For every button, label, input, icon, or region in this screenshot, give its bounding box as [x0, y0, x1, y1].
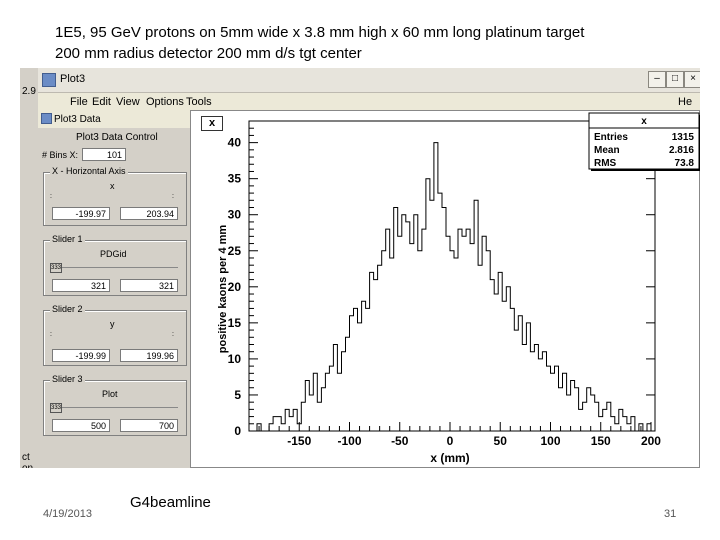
slider3-label: Slider 3: [50, 374, 85, 384]
slider3-group: Slider 3 Plot 333 500 700: [43, 374, 187, 436]
slider1-high-input[interactable]: 321: [120, 279, 178, 292]
slide-title-line-2: 200 mm radius detector 200 mm d/s tgt ce…: [55, 45, 362, 62]
x-axis-group: X - Horizontal Axis x : : -199.97 203.94: [43, 166, 187, 226]
x-min-input[interactable]: -199.97: [52, 207, 110, 220]
dialog-title-bar[interactable]: Plot3 Data: [38, 110, 190, 128]
y-tick-label: 0: [234, 424, 241, 438]
stats-box: [588, 112, 700, 170]
slider1-variable: PDGid: [100, 249, 127, 259]
slider1-track: [50, 267, 178, 268]
maximize-button[interactable]: □: [666, 71, 684, 88]
slider2-label: Slider 2: [50, 304, 85, 314]
slider1-handle[interactable]: 333: [50, 263, 62, 273]
slider1-label: Slider 1: [50, 234, 85, 244]
menu-options[interactable]: Options: [146, 96, 184, 108]
stats-value: 2.816: [669, 145, 694, 156]
menu-file[interactable]: File: [70, 96, 88, 108]
x-max-input[interactable]: 203.94: [120, 207, 178, 220]
menu-edit[interactable]: Edit: [92, 96, 111, 108]
menu-tools[interactable]: Tools: [186, 96, 212, 108]
y-tick-label: 40: [228, 136, 242, 150]
x-tick-label: -100: [337, 434, 361, 448]
slider1-low-input[interactable]: 321: [52, 279, 110, 292]
plot-canvas: x positive kaons per 4 mm 0 5 10 15 20 25 30 35…: [190, 110, 700, 468]
x-variable: x: [110, 181, 115, 191]
y-tick-label: 10: [228, 352, 242, 366]
y-tick-label: 15: [228, 316, 242, 330]
slider3-handle[interactable]: 333: [50, 403, 62, 413]
slide-date: 4/19/2013: [43, 508, 92, 520]
y-tick-label: 5: [234, 388, 241, 402]
y-tick-label: 35: [228, 172, 242, 186]
bins-input[interactable]: 101: [82, 148, 126, 161]
histogram-series: [249, 142, 655, 432]
slider3-variable: Plot: [102, 389, 118, 399]
y-tick-label: 20: [228, 280, 242, 294]
dialog-heading: Plot3 Data Control: [76, 132, 158, 143]
plot3-data-dialog: Plot3 Data Plot3 Data Control # Bins X: …: [38, 110, 191, 468]
window-title: Plot3: [60, 73, 86, 85]
minimize-button[interactable]: –: [648, 71, 666, 88]
stats-value: 1315: [672, 132, 695, 143]
slider2-max-marker: :: [172, 331, 174, 338]
x-tick-label: -50: [391, 434, 409, 448]
slider2-group: Slider 2 y : : -199.99 199.96: [43, 304, 187, 366]
x-tick-label: 200: [641, 434, 661, 448]
app-icon: [42, 73, 56, 87]
plot3-window: Plot3 – □ × File Edit View Options Tools…: [38, 68, 700, 468]
x-tick-label: 0: [447, 434, 454, 448]
menu-bar: File Edit View Options Tools He p: [38, 93, 700, 120]
x-tick-label: -150: [287, 434, 311, 448]
histogram-svg: 0 5 10 15 20 25 30 35 40 -150 -100 -50 0 50 100 150 200 x…: [228, 112, 700, 465]
slider2-min-marker: :: [50, 331, 52, 338]
menu-view[interactable]: View: [116, 96, 140, 108]
stats-key: Mean: [594, 145, 620, 156]
edge-text-top: 2.9: [22, 86, 36, 97]
stats-key: Entries: [594, 132, 628, 143]
x-axis-title: x (mm): [430, 451, 469, 465]
slider2-variable: y: [110, 319, 115, 329]
stats-value: 73.8: [675, 158, 695, 169]
x-min-marker: :: [50, 193, 52, 200]
stats-title: x: [641, 116, 647, 127]
close-button[interactable]: ×: [684, 71, 700, 88]
x-tick-label: 50: [494, 434, 508, 448]
slide-title: 1E5, 95 GeV protons on 5mm wide x 3.8 mm…: [55, 22, 584, 64]
x-axis-group-label: X - Horizontal Axis: [50, 166, 128, 176]
y-tick-label: 25: [228, 244, 242, 258]
slider3-high-input[interactable]: 700: [120, 419, 178, 432]
slide-title-line-1: 1E5, 95 GeV protons on 5mm wide x 3.8 mm…: [55, 24, 585, 41]
slider2-high-input[interactable]: 199.96: [120, 349, 178, 362]
slider1-group: Slider 1 PDGid 333 321 321: [43, 234, 187, 296]
plot-frame: [248, 120, 656, 432]
slide-footer-label: G4beamline: [130, 494, 211, 511]
slider3-track: [50, 407, 178, 408]
dialog-title: Plot3 Data: [54, 114, 101, 125]
x-tick-label: 150: [591, 434, 611, 448]
y-tick-label: 30: [228, 208, 242, 222]
background-window-edge: 2.9 ct on: [20, 68, 38, 468]
screenshot: 2.9 ct on Plot3 – □ × File Edit View Opt…: [20, 68, 700, 468]
plot-close-box[interactable]: x: [201, 116, 223, 131]
x-max-marker: :: [172, 193, 174, 200]
x-tick-label: 100: [540, 434, 560, 448]
dialog-icon: [41, 113, 52, 124]
stats-key: RMS: [594, 158, 617, 169]
slide-page-number: 31: [664, 508, 677, 520]
title-bar[interactable]: Plot3 – □ ×: [38, 68, 700, 93]
slider2-low-input[interactable]: -199.99: [52, 349, 110, 362]
bins-label: # Bins X:: [42, 150, 79, 160]
edge-text-bottom: ct on: [22, 452, 33, 468]
slider3-low-input[interactable]: 500: [52, 419, 110, 432]
